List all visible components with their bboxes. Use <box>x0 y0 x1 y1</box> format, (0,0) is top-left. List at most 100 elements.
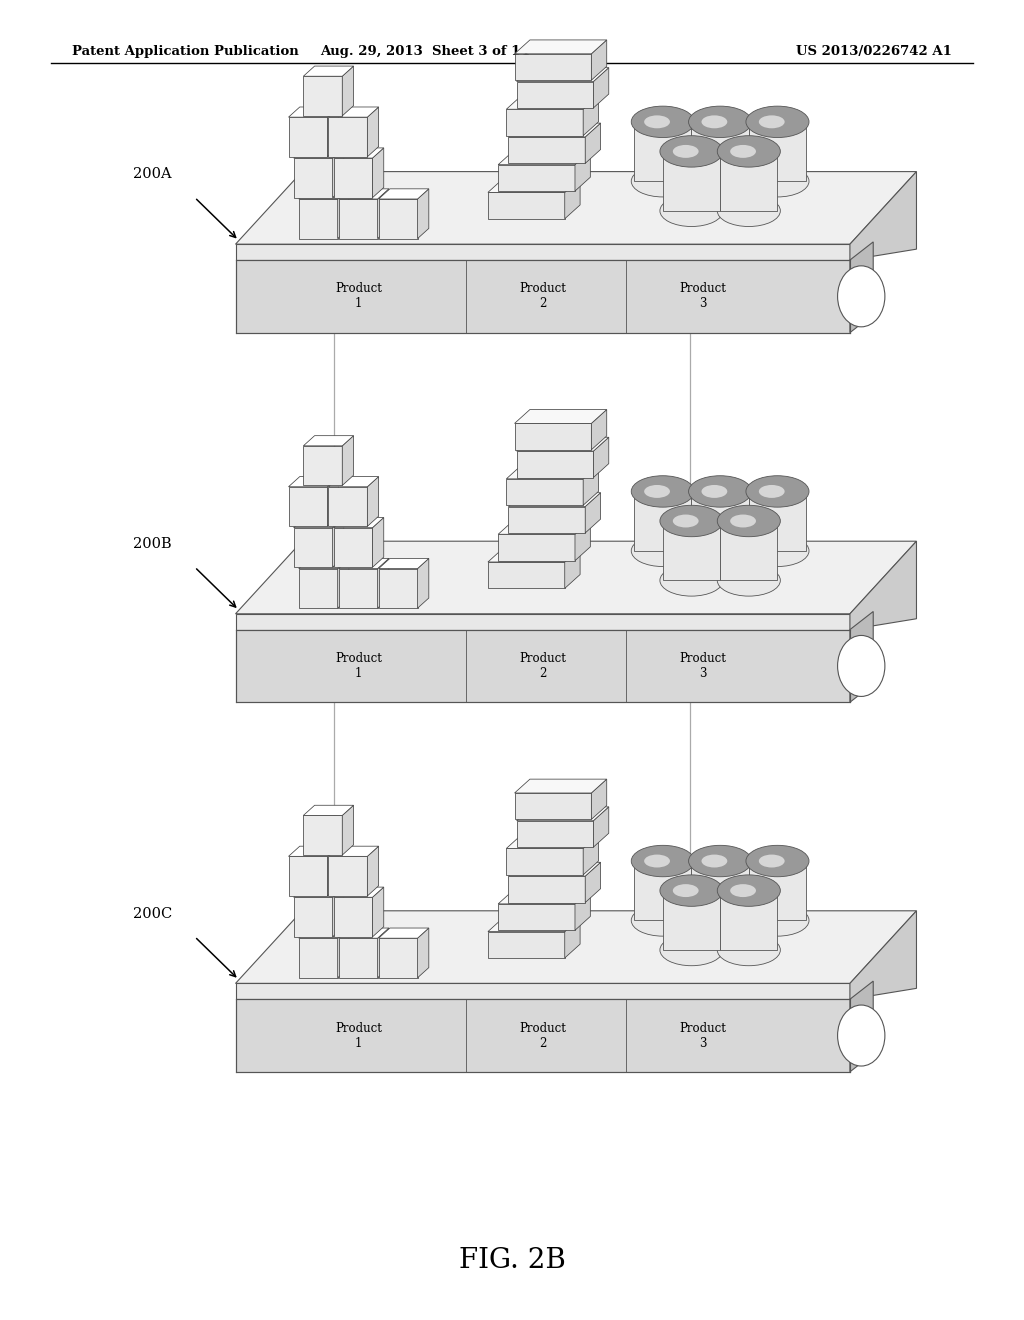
Polygon shape <box>516 821 593 847</box>
Polygon shape <box>506 834 598 849</box>
Polygon shape <box>593 67 608 108</box>
Text: Product
3: Product 3 <box>679 652 726 680</box>
Polygon shape <box>508 876 586 903</box>
Ellipse shape <box>745 106 809 137</box>
Polygon shape <box>379 569 418 609</box>
Ellipse shape <box>644 854 670 867</box>
Polygon shape <box>236 614 850 630</box>
Polygon shape <box>514 40 606 54</box>
Ellipse shape <box>631 535 694 566</box>
Polygon shape <box>514 54 591 81</box>
Polygon shape <box>418 558 429 609</box>
Polygon shape <box>583 834 598 875</box>
Polygon shape <box>294 517 344 528</box>
Polygon shape <box>487 178 580 193</box>
Polygon shape <box>379 939 418 978</box>
Polygon shape <box>591 409 606 450</box>
Polygon shape <box>303 446 342 486</box>
Ellipse shape <box>759 854 784 867</box>
Text: Product
3: Product 3 <box>679 1022 726 1049</box>
Polygon shape <box>506 95 598 110</box>
Polygon shape <box>236 911 916 983</box>
Ellipse shape <box>688 106 752 137</box>
Polygon shape <box>379 189 429 199</box>
Ellipse shape <box>701 854 727 867</box>
Ellipse shape <box>659 136 723 168</box>
Polygon shape <box>506 110 583 136</box>
Polygon shape <box>663 521 720 581</box>
Polygon shape <box>303 805 353 816</box>
Polygon shape <box>329 107 379 117</box>
Ellipse shape <box>688 535 752 566</box>
Polygon shape <box>299 569 338 609</box>
Polygon shape <box>299 928 349 939</box>
Ellipse shape <box>745 165 809 197</box>
Polygon shape <box>333 517 344 568</box>
Polygon shape <box>334 528 373 568</box>
Polygon shape <box>378 189 389 239</box>
Polygon shape <box>691 861 749 920</box>
Polygon shape <box>720 891 777 950</box>
Ellipse shape <box>717 565 780 597</box>
Polygon shape <box>328 846 339 896</box>
Ellipse shape <box>759 115 784 128</box>
Polygon shape <box>294 898 333 937</box>
Polygon shape <box>593 437 608 478</box>
Polygon shape <box>565 548 580 589</box>
Ellipse shape <box>730 515 756 528</box>
Polygon shape <box>514 409 606 424</box>
Polygon shape <box>418 928 429 978</box>
Polygon shape <box>329 117 368 157</box>
Ellipse shape <box>659 565 723 597</box>
Polygon shape <box>506 479 583 506</box>
Ellipse shape <box>745 535 809 566</box>
Polygon shape <box>378 558 389 609</box>
Polygon shape <box>850 172 916 260</box>
Polygon shape <box>329 857 368 896</box>
Polygon shape <box>289 487 328 527</box>
Polygon shape <box>514 779 606 793</box>
Text: 200A: 200A <box>133 168 172 181</box>
Polygon shape <box>498 535 575 561</box>
Polygon shape <box>720 152 777 211</box>
Polygon shape <box>339 558 389 569</box>
Ellipse shape <box>631 165 694 197</box>
Ellipse shape <box>631 106 694 137</box>
Polygon shape <box>379 928 429 939</box>
Polygon shape <box>487 193 565 219</box>
Circle shape <box>838 265 885 327</box>
Text: 200B: 200B <box>133 537 172 552</box>
Text: Product
2: Product 2 <box>519 1022 566 1049</box>
Polygon shape <box>487 932 565 958</box>
Polygon shape <box>498 165 575 191</box>
Ellipse shape <box>730 884 756 898</box>
Polygon shape <box>591 779 606 820</box>
Text: 200C: 200C <box>133 907 172 921</box>
Polygon shape <box>516 82 593 108</box>
Polygon shape <box>236 244 850 260</box>
Polygon shape <box>487 917 580 932</box>
Polygon shape <box>294 528 333 568</box>
Ellipse shape <box>631 475 694 507</box>
Polygon shape <box>575 150 590 191</box>
Polygon shape <box>583 95 598 136</box>
Polygon shape <box>334 898 373 937</box>
Polygon shape <box>373 517 384 568</box>
Polygon shape <box>749 861 806 920</box>
Polygon shape <box>329 477 379 487</box>
Polygon shape <box>339 189 389 199</box>
Ellipse shape <box>631 904 694 936</box>
Text: US 2013/0226742 A1: US 2013/0226742 A1 <box>797 45 952 58</box>
Polygon shape <box>663 152 720 211</box>
Polygon shape <box>516 807 608 821</box>
Polygon shape <box>373 887 384 937</box>
Polygon shape <box>294 887 344 898</box>
Polygon shape <box>514 424 591 450</box>
Ellipse shape <box>745 845 809 876</box>
Polygon shape <box>339 928 389 939</box>
Ellipse shape <box>644 484 670 498</box>
Polygon shape <box>508 507 586 533</box>
Polygon shape <box>339 939 378 978</box>
Polygon shape <box>303 77 342 116</box>
Polygon shape <box>328 477 339 527</box>
